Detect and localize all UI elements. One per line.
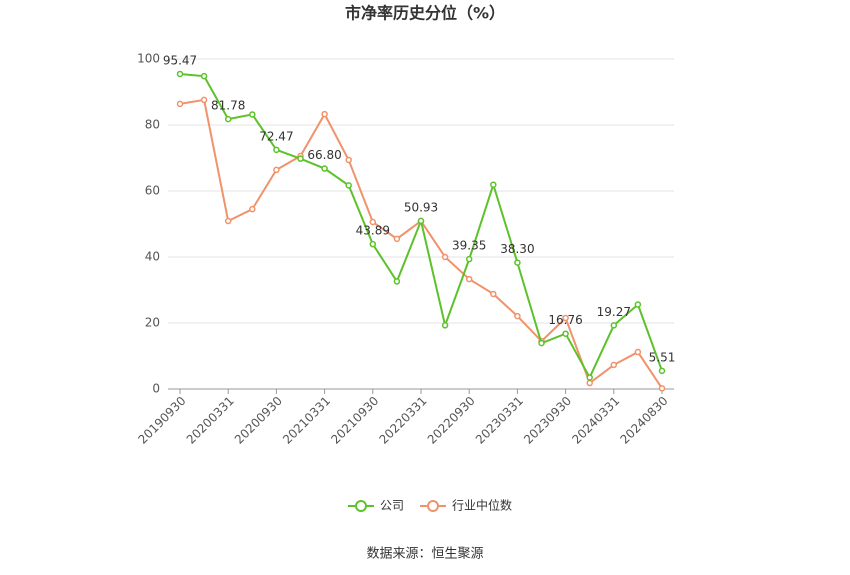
data-point (417, 217, 425, 225)
source-note: 数据来源：恒生聚源 (366, 547, 483, 562)
data-point (610, 361, 618, 369)
x-tick-label: 20220331 (377, 394, 430, 447)
legend-item[interactable]: 行业中位数 (420, 498, 512, 513)
data-point (538, 339, 545, 347)
data-label: 50.93 (404, 200, 438, 214)
data-point (224, 115, 232, 123)
data-point (658, 367, 666, 375)
x-tick-label: 20230331 (473, 394, 526, 447)
chart-title: 市净率历史分位（%） (345, 4, 505, 23)
data-point (176, 70, 184, 78)
data-point (610, 322, 618, 329)
data-label: 81.78 (211, 99, 245, 113)
data-point (273, 166, 280, 174)
data-label: 38.30 (500, 242, 534, 256)
data-point (514, 259, 521, 266)
x-tick-label: 20240331 (569, 394, 622, 447)
y-tick-label: 40 (145, 250, 160, 264)
data-point (369, 218, 377, 226)
legend-item[interactable]: 公司 (348, 499, 404, 513)
data-label: 16.76 (548, 313, 582, 327)
data-point (321, 110, 328, 118)
data-label: 5.51 (649, 350, 676, 364)
data-point (562, 330, 569, 337)
x-tick-label: 20200331 (184, 394, 237, 447)
x-tick-label: 20230930 (521, 394, 574, 447)
legend-label: 公司 (380, 499, 404, 513)
data-label: 43.89 (356, 224, 390, 238)
x-tick-label: 20210930 (328, 394, 381, 447)
x-tick-label: 20190930 (136, 394, 189, 447)
data-label: 39.35 (452, 239, 486, 253)
data-label: 19.27 (597, 305, 631, 319)
data-point (465, 255, 473, 263)
data-point (634, 301, 642, 308)
data-label: 66.80 (307, 148, 341, 162)
data-point (321, 165, 328, 172)
data-point (441, 253, 449, 261)
data-point (634, 348, 642, 356)
x-tick-label: 20200930 (232, 394, 285, 447)
legend-marker (355, 500, 367, 512)
data-point (200, 72, 208, 80)
data-point (176, 100, 184, 108)
data-label: 72.47 (259, 129, 293, 143)
x-tick-label: 20240830 (618, 394, 671, 447)
data-point (658, 385, 666, 392)
y-tick-label: 60 (145, 184, 160, 198)
data-point (345, 156, 352, 164)
series-line (179, 98, 663, 389)
data-point (562, 314, 569, 322)
data-point (490, 181, 497, 188)
data-point (224, 217, 232, 225)
data-point (369, 240, 377, 248)
data-point (393, 235, 401, 243)
y-tick-label: 0 (152, 382, 160, 396)
data-point (465, 275, 473, 283)
data-point (249, 205, 256, 213)
data-point (441, 322, 449, 329)
data-point (490, 290, 497, 298)
data-point (273, 146, 280, 154)
x-tick-label: 20220930 (425, 394, 478, 447)
data-label: 95.47 (163, 53, 197, 67)
legend-marker (427, 500, 440, 512)
data-point (586, 379, 593, 387)
data-point (249, 111, 256, 118)
data-point (297, 155, 304, 162)
series-line (179, 72, 663, 380)
data-point (586, 374, 593, 381)
y-tick-label: 100 (137, 52, 160, 66)
data-point (393, 278, 401, 285)
data-point (345, 182, 352, 189)
x-tick-label: 20210331 (280, 394, 333, 447)
y-tick-label: 20 (145, 316, 160, 330)
legend-label: 行业中位数 (452, 498, 512, 513)
data-point (514, 312, 521, 320)
y-tick-label: 80 (145, 118, 160, 132)
data-point (200, 96, 208, 104)
